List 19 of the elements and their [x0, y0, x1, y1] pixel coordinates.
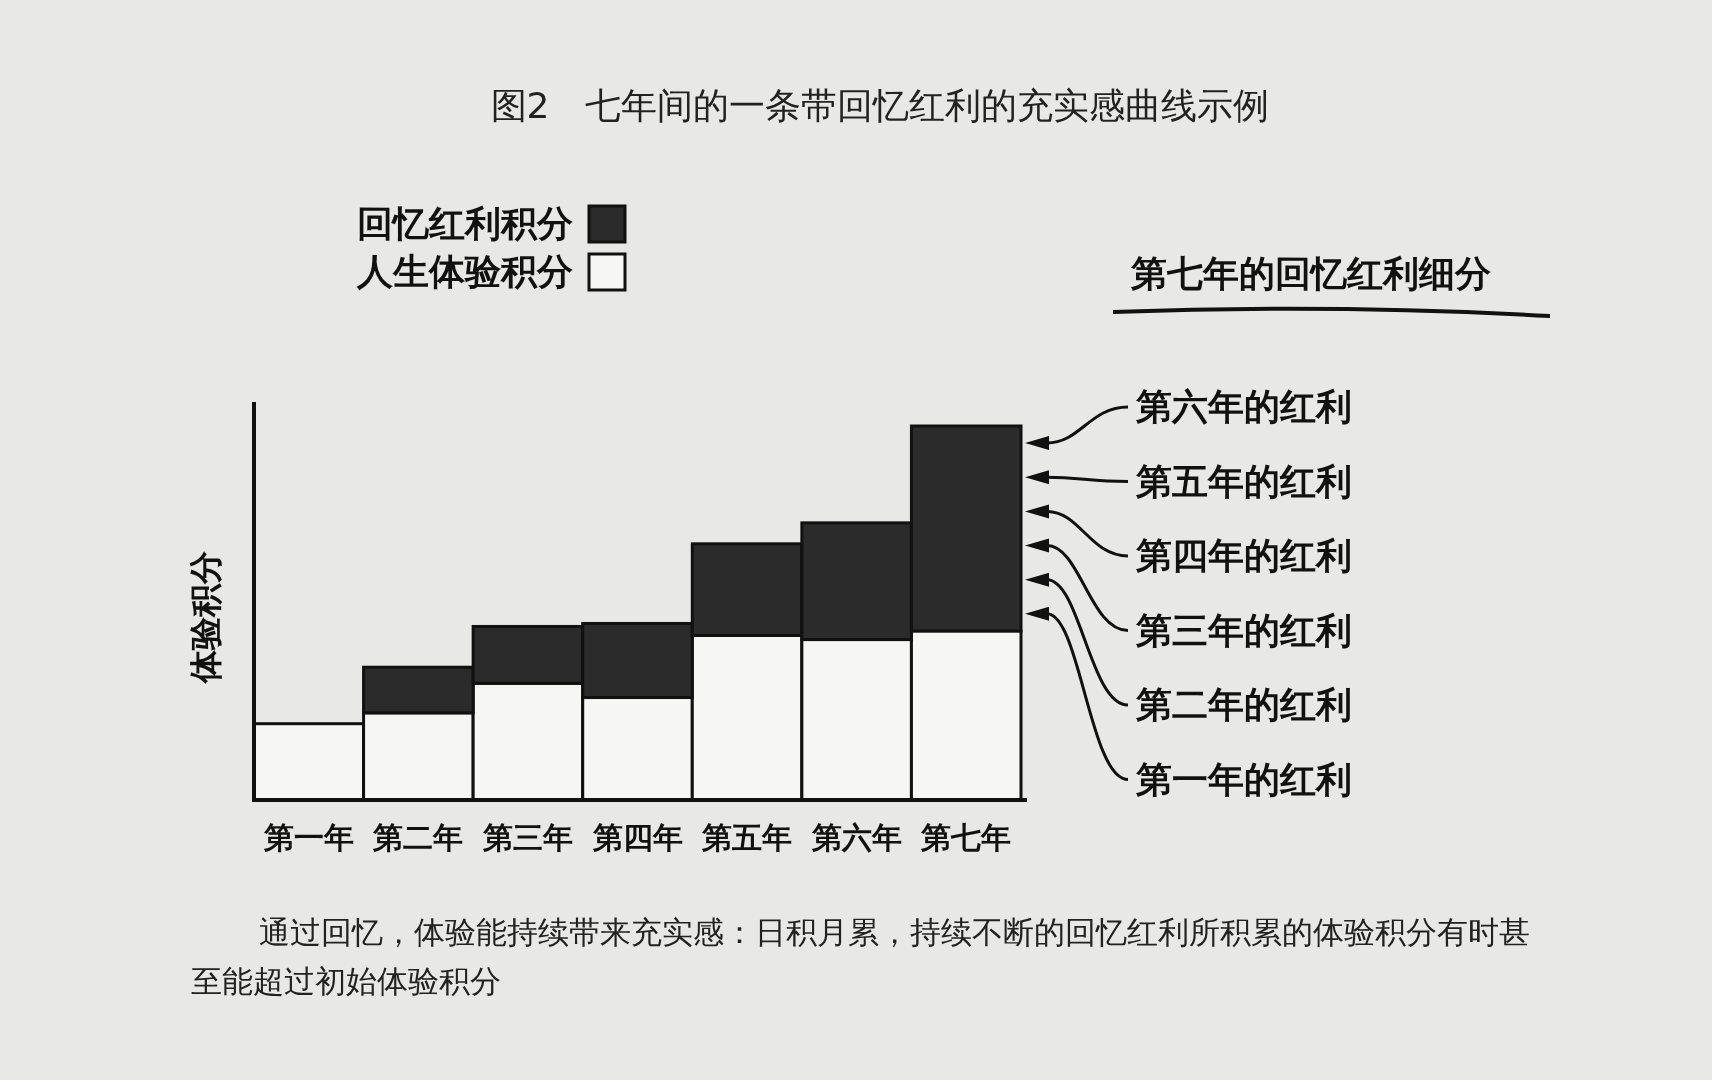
- y-axis-title: 体验积分: [186, 551, 225, 684]
- text: 第六年的红利: [1135, 386, 1352, 427]
- x-tick-label: 第三年: [481, 820, 573, 855]
- text: 第五年的红利: [1135, 460, 1352, 502]
- chart-title: 图2 七年间的一条带回忆红利的充实感曲线示例: [490, 85, 1270, 126]
- x-tick-label: 第二年: [372, 820, 464, 855]
- text: 第二年的红利: [1135, 684, 1352, 725]
- text: 第三年的红利: [1135, 609, 1352, 651]
- x-tick-label: 第五年: [701, 820, 793, 855]
- text: 第四年的红利: [1135, 535, 1352, 576]
- x-tick-label: 第六年: [810, 820, 902, 855]
- x-tick-label: 第七年: [920, 820, 1012, 855]
- x-tick-label: 第一年: [262, 820, 354, 855]
- text: 第一年的红利: [1135, 758, 1352, 800]
- text: 通过回忆，体验能持续带来充实感：日积月累，持续不断的回忆红利所积累的体验积分有时甚至能超过初始体验积分: [191, 913, 1531, 1001]
- x-tick-label: 第四年: [591, 820, 683, 855]
- legend-label: 人生体验积分: [356, 251, 573, 292]
- legend-label: 回忆红利积分: [357, 203, 573, 244]
- text: 第七年的回忆红利细分: [1130, 253, 1491, 294]
